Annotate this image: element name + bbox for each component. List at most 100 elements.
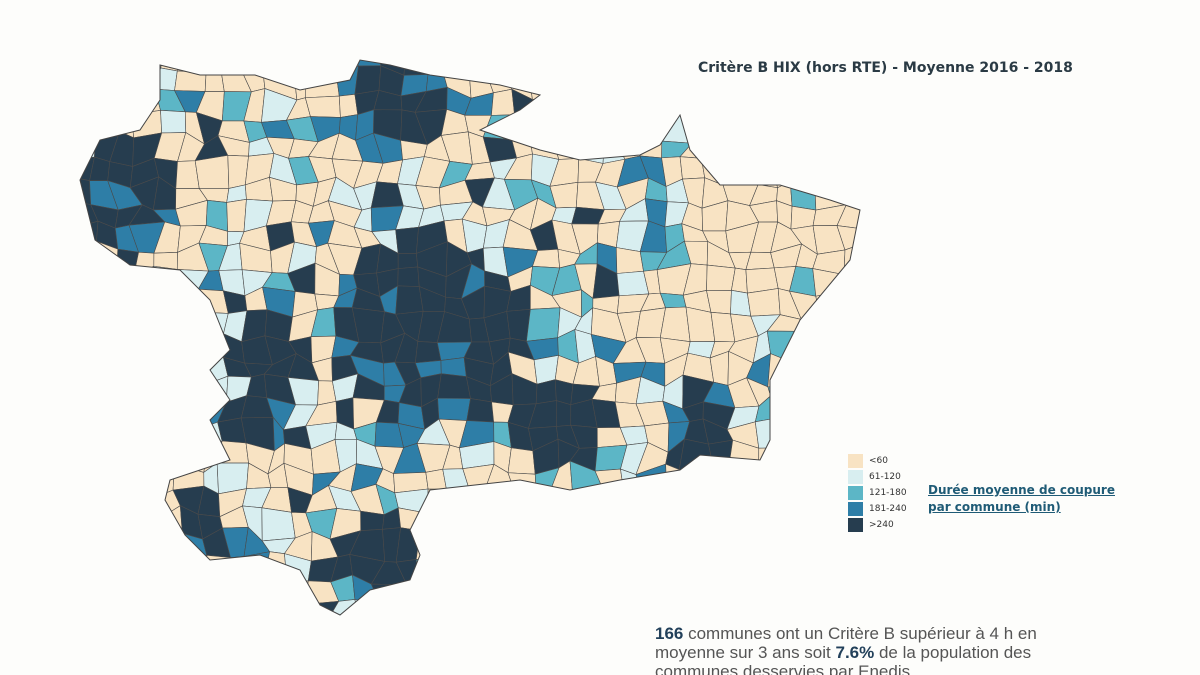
legend-item: 61-120 — [848, 469, 907, 485]
commune — [794, 443, 817, 474]
commune — [80, 240, 97, 271]
note-text: communes ont un Critère B supérieur à 4 … — [683, 624, 1037, 643]
legend-item: <60 — [848, 453, 907, 469]
commune — [160, 533, 187, 563]
commune — [266, 622, 292, 640]
commune — [183, 331, 199, 354]
commune — [883, 269, 900, 299]
commune — [768, 447, 797, 474]
commune — [80, 110, 96, 142]
commune — [815, 515, 844, 542]
commune — [373, 621, 404, 640]
commune — [641, 532, 665, 559]
commune — [358, 616, 379, 640]
commune — [130, 312, 165, 344]
commune — [792, 418, 815, 449]
commune — [573, 577, 604, 604]
commune — [416, 596, 447, 615]
commune — [115, 88, 132, 116]
commune — [440, 357, 467, 377]
commune — [617, 579, 649, 608]
commune — [789, 529, 817, 564]
commune — [724, 134, 752, 163]
commune — [657, 570, 687, 607]
commune — [437, 373, 471, 399]
commune — [306, 616, 330, 640]
commune — [812, 549, 845, 583]
commune — [768, 484, 798, 516]
commune — [615, 247, 644, 274]
commune — [880, 536, 900, 559]
commune — [664, 509, 692, 542]
commune — [864, 197, 889, 229]
commune — [862, 421, 888, 453]
commune — [262, 60, 296, 72]
commune — [878, 419, 900, 453]
commune — [813, 86, 844, 124]
commune — [639, 60, 670, 75]
commune — [243, 622, 269, 640]
commune — [526, 307, 561, 342]
commune — [137, 417, 165, 453]
commune — [685, 306, 716, 342]
commune — [265, 593, 292, 615]
commune — [354, 598, 383, 615]
commune — [746, 571, 777, 602]
commune — [130, 292, 155, 317]
commune — [116, 248, 139, 277]
commune — [616, 270, 650, 297]
commune — [80, 467, 92, 496]
commune — [90, 60, 120, 80]
commune — [703, 534, 733, 555]
commune — [595, 551, 620, 581]
commune — [115, 559, 139, 584]
commune — [533, 620, 559, 640]
commune — [880, 314, 900, 338]
commune — [220, 60, 245, 75]
commune — [747, 288, 781, 317]
commune — [80, 571, 98, 606]
commune — [682, 552, 713, 578]
commune — [80, 175, 92, 205]
commune — [685, 509, 713, 538]
commune — [530, 486, 556, 514]
commune — [834, 399, 860, 429]
commune — [647, 67, 670, 91]
commune — [700, 134, 738, 163]
commune — [397, 507, 428, 532]
commune — [878, 573, 900, 599]
commune — [94, 295, 111, 317]
commune — [114, 486, 134, 519]
commune — [134, 394, 163, 427]
commune — [701, 575, 733, 603]
commune — [528, 529, 562, 557]
commune — [775, 417, 796, 449]
commune — [114, 505, 133, 539]
communes — [80, 60, 900, 640]
commune — [855, 394, 860, 422]
commune — [768, 472, 797, 488]
commune — [528, 70, 554, 100]
commune — [556, 400, 572, 427]
commune — [265, 571, 288, 597]
legend-title-line: Durée moyenne de coupure — [928, 483, 1115, 497]
commune — [89, 517, 120, 538]
commune — [704, 483, 737, 515]
commune — [370, 583, 408, 608]
commune — [878, 557, 900, 573]
commune — [90, 440, 121, 473]
commune — [155, 417, 180, 453]
commune — [509, 507, 531, 535]
commune — [91, 328, 121, 366]
commune — [397, 266, 420, 287]
commune — [109, 312, 134, 335]
commune — [199, 618, 220, 640]
commune — [109, 442, 139, 476]
commune — [441, 552, 468, 585]
commune — [129, 379, 163, 401]
commune — [701, 89, 736, 120]
commune — [750, 114, 771, 136]
commune — [354, 65, 382, 95]
commune — [436, 593, 460, 615]
commune — [483, 554, 511, 582]
